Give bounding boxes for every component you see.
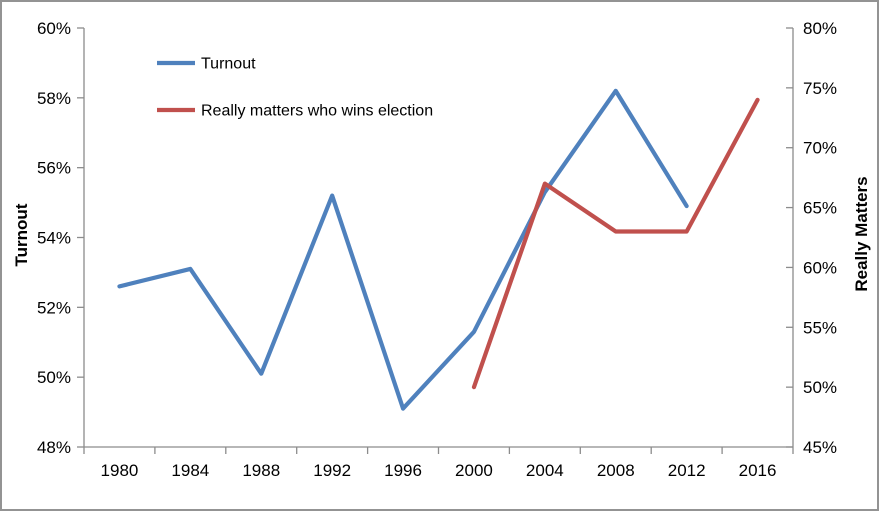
left-axis-tick-label: 58% bbox=[37, 89, 71, 108]
x-axis-tick-label: 1988 bbox=[242, 461, 280, 480]
left-axis-tick-label: 60% bbox=[37, 19, 71, 38]
right-axis-tick-label: 70% bbox=[803, 139, 837, 158]
legend-label-turnout: Turnout bbox=[201, 56, 256, 73]
left-axis-tick-label: 54% bbox=[37, 229, 71, 248]
left-axis-tick-label: 52% bbox=[37, 298, 71, 317]
right-axis-tick-label: 75% bbox=[803, 79, 837, 98]
left-axis-tick-label: 48% bbox=[37, 438, 71, 457]
right-axis-tick-label: 50% bbox=[803, 378, 837, 397]
legend-label-really-matters: Really matters who wins election bbox=[201, 103, 433, 120]
x-axis-tick-label: 2012 bbox=[668, 461, 706, 480]
left-axis-tick-label: 56% bbox=[37, 159, 71, 178]
right-axis-tick-label: 80% bbox=[803, 19, 837, 38]
x-axis-tick-label: 1984 bbox=[171, 461, 209, 480]
x-axis-tick-label: 2008 bbox=[597, 461, 635, 480]
x-axis-tick-label: 1992 bbox=[313, 461, 351, 480]
x-axis-tick-label: 2016 bbox=[739, 461, 777, 480]
right-axis-tick-label: 55% bbox=[803, 318, 837, 337]
left-axis-tick-label: 50% bbox=[37, 368, 71, 387]
right-axis-title: Really Matters bbox=[852, 176, 871, 292]
right-axis-tick-label: 45% bbox=[803, 438, 837, 457]
x-axis-tick-label: 2000 bbox=[455, 461, 493, 480]
right-axis-tick-label: 60% bbox=[803, 258, 837, 277]
left-axis-title: Turnout bbox=[12, 203, 31, 267]
x-axis-tick-label: 2004 bbox=[526, 461, 564, 480]
right-axis-tick-label: 65% bbox=[803, 199, 837, 218]
turnout-series-line bbox=[117, 88, 689, 411]
really-matters-series-line bbox=[471, 97, 760, 390]
x-axis-tick-label: 1996 bbox=[384, 461, 422, 480]
x-axis-tick-label: 1980 bbox=[101, 461, 139, 480]
